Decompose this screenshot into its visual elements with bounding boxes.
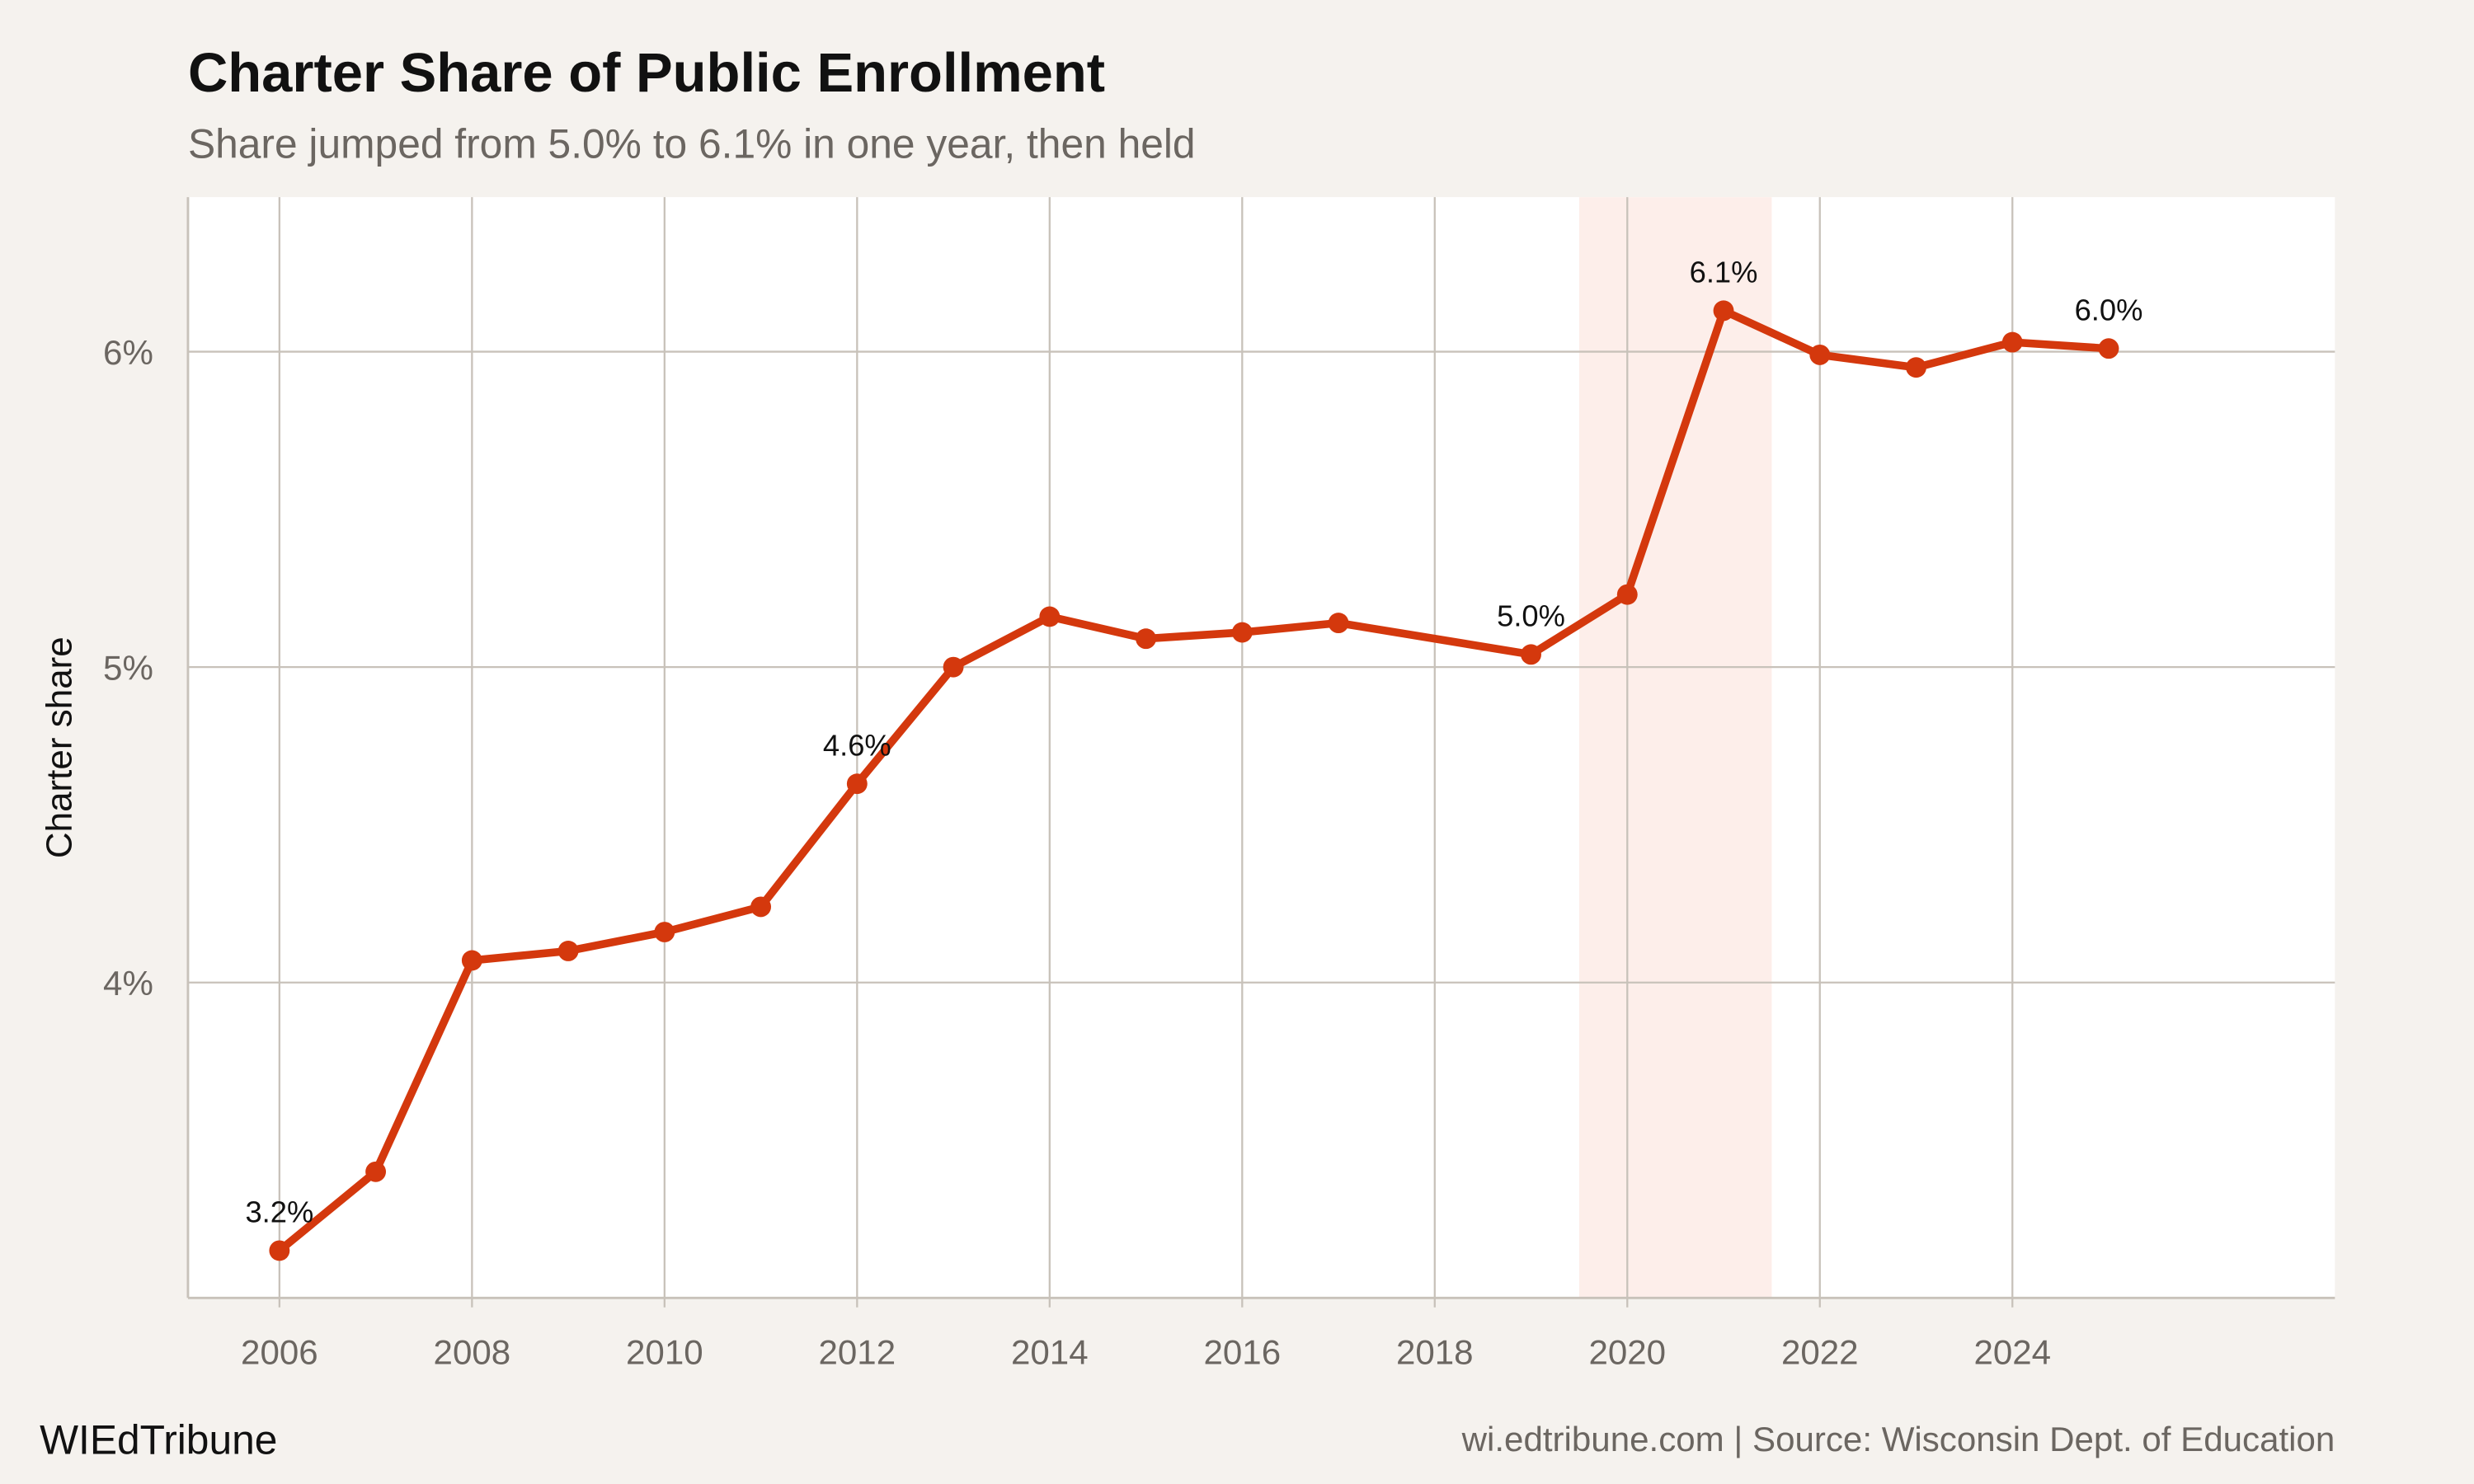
data-point (846, 773, 868, 795)
data-point (1328, 613, 1349, 634)
x-tick-label: 2014 (1011, 1333, 1089, 1372)
y-tick-label: 4% (103, 964, 153, 1003)
y-tick-label: 5% (103, 648, 153, 687)
plot-panel (187, 197, 2335, 1298)
data-point (750, 896, 772, 918)
y-axis-label: Charter share (39, 636, 79, 858)
chart-subtitle: Share jumped from 5.0% to 6.1% in one ye… (188, 120, 1196, 167)
y-tick-label: 6% (103, 333, 153, 372)
data-point (557, 941, 579, 961)
x-tick-label: 2022 (1781, 1333, 1859, 1372)
footer-brand: WIEdTribune (40, 1417, 277, 1463)
chart-title: Charter Share of Public Enrollment (188, 42, 1105, 104)
data-point (1713, 300, 1734, 322)
data-point (1809, 344, 1831, 365)
data-point (269, 1240, 290, 1261)
data-point (943, 656, 964, 678)
data-point (1521, 644, 1541, 665)
data-point (1136, 628, 1156, 650)
data-point (654, 922, 675, 942)
data-point (1906, 357, 1926, 378)
data-point (365, 1161, 387, 1182)
data-point (1039, 606, 1061, 627)
data-point (461, 950, 482, 971)
data-point (2001, 331, 2023, 353)
highlight-band (1578, 197, 1772, 1298)
x-tick-label: 2008 (434, 1333, 511, 1372)
x-tick-label: 2018 (1396, 1333, 1474, 1372)
x-tick-label: 2006 (241, 1333, 318, 1372)
x-tick-label: 2016 (1203, 1333, 1281, 1372)
data-label: 3.2% (245, 1195, 313, 1228)
data-label: 4.6% (823, 728, 891, 762)
data-label: 6.0% (2075, 293, 2143, 326)
data-point (1231, 622, 1253, 643)
footer-source: wi.edtribune.com | Source: Wisconsin Dep… (1461, 1420, 2335, 1458)
x-tick-label: 2020 (1588, 1333, 1666, 1372)
x-tick-label: 2012 (819, 1333, 896, 1372)
x-tick-label: 2024 (1973, 1333, 2051, 1372)
data-label: 5.0% (1497, 599, 1565, 632)
data-label: 6.1% (1690, 255, 1758, 289)
data-point (2098, 338, 2119, 359)
data-point (1616, 584, 1638, 605)
x-tick-label: 2010 (626, 1333, 703, 1372)
